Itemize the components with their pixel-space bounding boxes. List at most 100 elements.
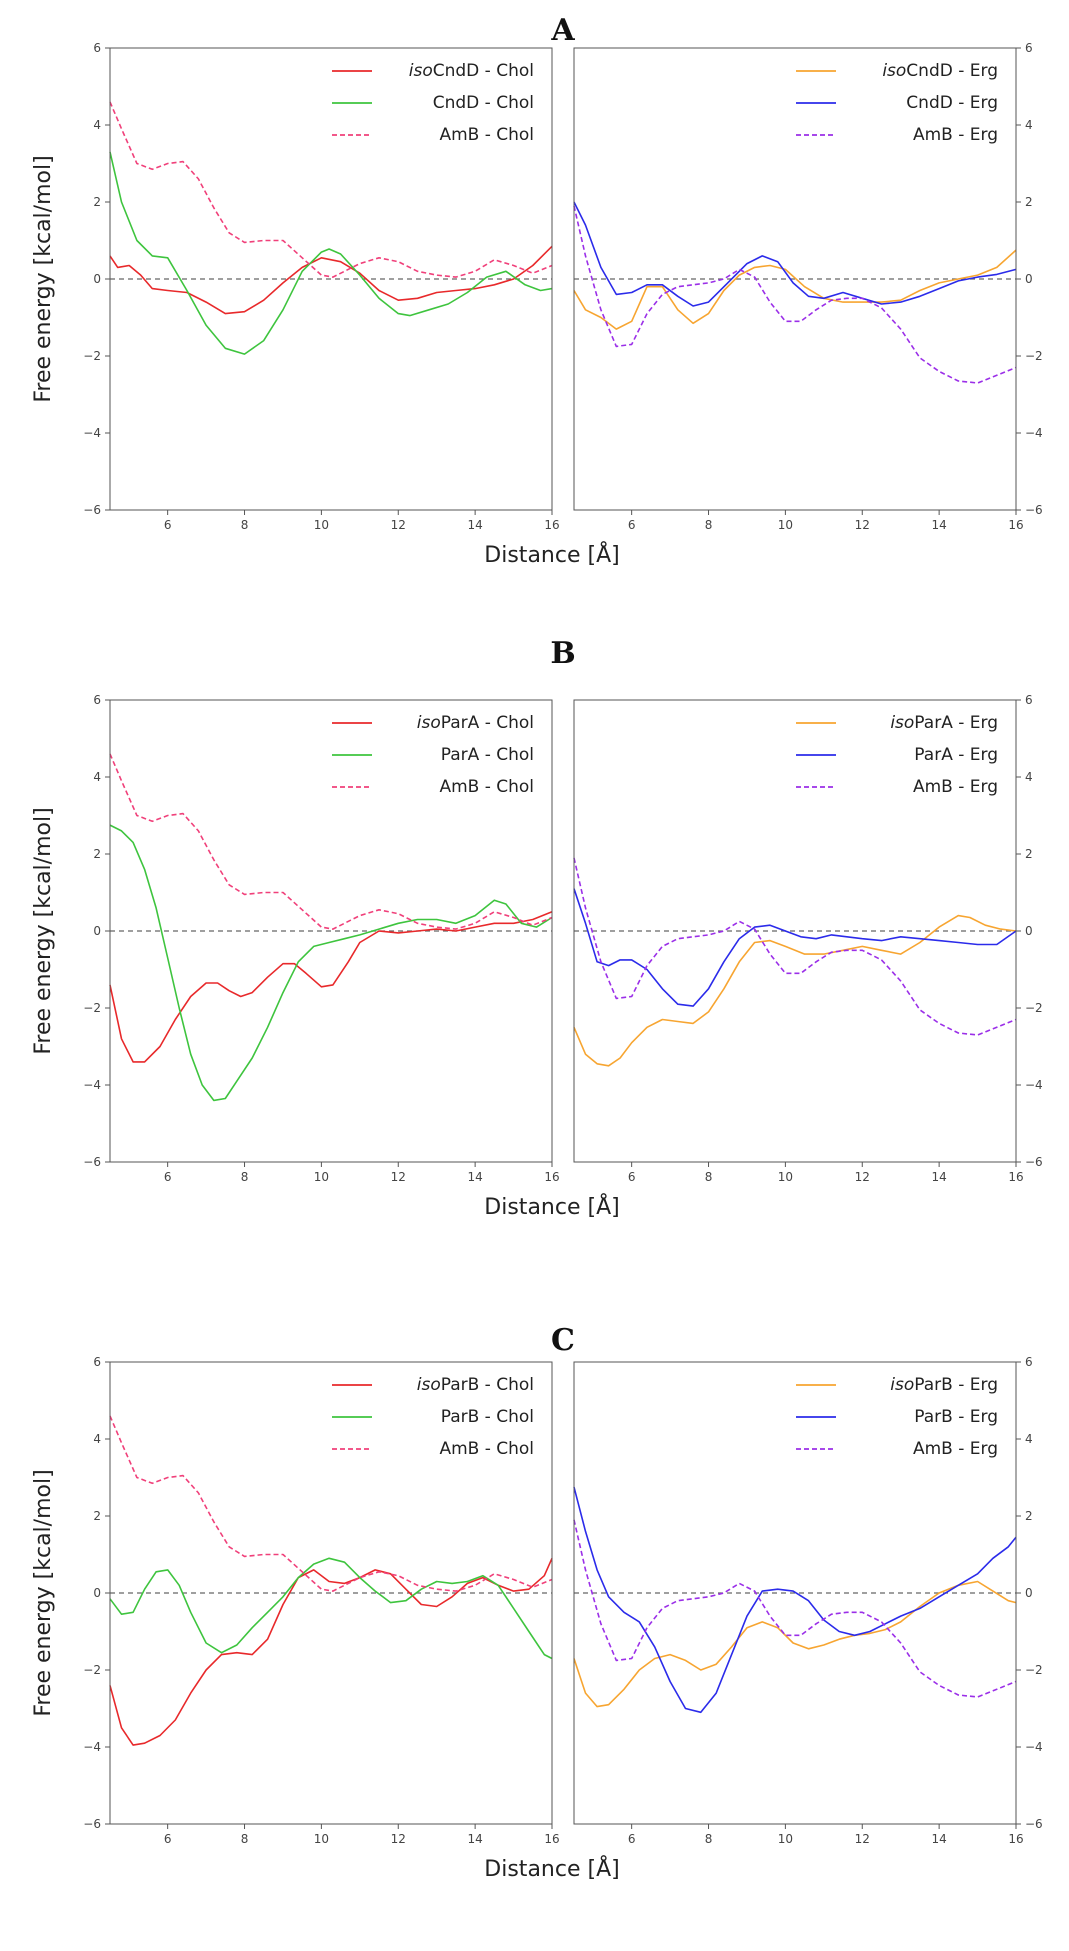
series-line-1: [109, 824, 553, 1102]
y-tick-label: 6: [93, 693, 101, 707]
x-tick-label: 12: [855, 518, 870, 532]
panel-title-a: A: [550, 13, 575, 48]
x-tick-label: 12: [855, 1832, 870, 1846]
legend-label: AmB - Chol: [439, 777, 534, 797]
legend-label-text: ParA - Erg: [914, 745, 998, 765]
y-tick-label: 6: [93, 41, 101, 55]
x-tick-label: 6: [628, 1832, 636, 1846]
legend-label-italic-prefix: iso: [882, 61, 906, 81]
x-tick-label: 14: [467, 518, 482, 532]
y-tick-label: 4: [93, 118, 101, 132]
legend-label: isoParB - Chol: [417, 1375, 534, 1395]
series-line-1: [573, 201, 1017, 307]
legend-label-text: AmB - Chol: [439, 1439, 534, 1459]
y-tick-label: −4: [83, 1740, 101, 1754]
x-tick-label: 10: [778, 518, 793, 532]
y-tick-label: −2: [1025, 1001, 1043, 1015]
legend-label-text: AmB - Erg: [913, 125, 998, 145]
y-tick-label: 0: [93, 272, 101, 286]
x-tick-label: 14: [931, 518, 946, 532]
y-tick-label: 2: [93, 847, 101, 861]
legend-label-italic-prefix: iso: [417, 713, 441, 733]
y-tick-label: 0: [1025, 272, 1033, 286]
x-tick-label: 12: [391, 1832, 406, 1846]
x-tick-label: 16: [1008, 518, 1023, 532]
y-tick-label: 6: [1025, 1355, 1033, 1369]
legend-label: isoParA - Chol: [417, 713, 534, 733]
series-line-0: [109, 1557, 553, 1746]
legend-label: CndD - Chol: [433, 93, 534, 113]
series-line-1: [573, 1486, 1017, 1714]
legend-label: isoParB - Erg: [890, 1375, 998, 1395]
y-tick-label: 0: [1025, 924, 1033, 938]
x-tick-label: 10: [314, 518, 329, 532]
x-tick-label: 8: [241, 518, 249, 532]
legend-label: ParB - Chol: [441, 1407, 534, 1427]
x-tick-label: 8: [241, 1832, 249, 1846]
y-tick-label: −2: [1025, 349, 1043, 363]
legend-label-text: CndD - Chol: [433, 93, 534, 113]
y-tick-label: 6: [1025, 41, 1033, 55]
legend-label-text: ParB - Chol: [441, 1407, 534, 1427]
x-tick-label: 10: [314, 1170, 329, 1184]
series-line-2: [109, 753, 553, 930]
x-tick-label: 14: [931, 1832, 946, 1846]
legend-label-italic-prefix: iso: [890, 1375, 914, 1395]
y-tick-label: −2: [83, 1663, 101, 1677]
panel-title-b: B: [550, 636, 575, 671]
x-tick-label: 16: [1008, 1170, 1023, 1184]
series-line-2: [573, 857, 1017, 1036]
y-tick-label: 0: [93, 1586, 101, 1600]
y-tick-label: −4: [1025, 426, 1043, 440]
x-tick-label: 14: [467, 1170, 482, 1184]
series-line-1: [109, 1557, 553, 1660]
y-tick-label: −6: [83, 503, 101, 517]
y-tick-label: 0: [93, 924, 101, 938]
x-axis-label: Distance [Å]: [484, 541, 619, 568]
y-tick-label: 0: [1025, 1586, 1033, 1600]
y-tick-label: −4: [83, 1078, 101, 1092]
x-tick-label: 10: [314, 1832, 329, 1846]
legend-label: isoCndD - Erg: [882, 61, 998, 81]
y-axis-label: Free energy [kcal/mol]: [31, 155, 56, 402]
x-tick-label: 6: [164, 1170, 172, 1184]
legend-label-text: ParA - Erg: [914, 713, 998, 733]
y-tick-label: −6: [1025, 1155, 1043, 1169]
series-line-0: [573, 914, 1017, 1067]
plot-area: A Free energy [kcal/mol] Distance [Å] B Free…: [31, 13, 1043, 1882]
y-tick-label: −4: [1025, 1740, 1043, 1754]
y-tick-label: −6: [83, 1817, 101, 1831]
y-tick-label: 6: [1025, 693, 1033, 707]
x-tick-label: 14: [931, 1170, 946, 1184]
legend-label: ParB - Erg: [914, 1407, 998, 1427]
series-line-1: [109, 151, 553, 355]
legend-label: AmB - Erg: [913, 777, 998, 797]
y-tick-label: 2: [1025, 1509, 1033, 1523]
x-tick-label: 16: [544, 1170, 559, 1184]
y-tick-label: 2: [1025, 195, 1033, 209]
legend-label-italic-prefix: iso: [417, 1375, 441, 1395]
legend-label-text: AmB - Erg: [913, 1439, 998, 1459]
legend-label: ParA - Erg: [914, 745, 998, 765]
series-line-0: [573, 249, 1017, 330]
legend-label-text: ParB - Erg: [914, 1375, 998, 1395]
x-tick-label: 12: [855, 1170, 870, 1184]
legend-label: AmB - Chol: [439, 1439, 534, 1459]
x-tick-label: 16: [544, 518, 559, 532]
legend: isoParB - Chol ParB - Chol AmB - Chol: [332, 1375, 534, 1459]
legend-label-text: ParA - Chol: [441, 745, 534, 765]
y-axis-label: Free energy [kcal/mol]: [31, 807, 56, 1054]
legend-label: isoParA - Erg: [890, 713, 998, 733]
y-tick-label: −2: [1025, 1663, 1043, 1677]
series-line-0: [109, 911, 553, 1063]
legend-label-text: ParA - Chol: [441, 713, 534, 733]
series-line-0: [573, 1580, 1017, 1708]
legend-label-text: ParB - Erg: [914, 1407, 998, 1427]
legend-label: AmB - Chol: [439, 125, 534, 145]
series-line-1: [573, 888, 1017, 1007]
